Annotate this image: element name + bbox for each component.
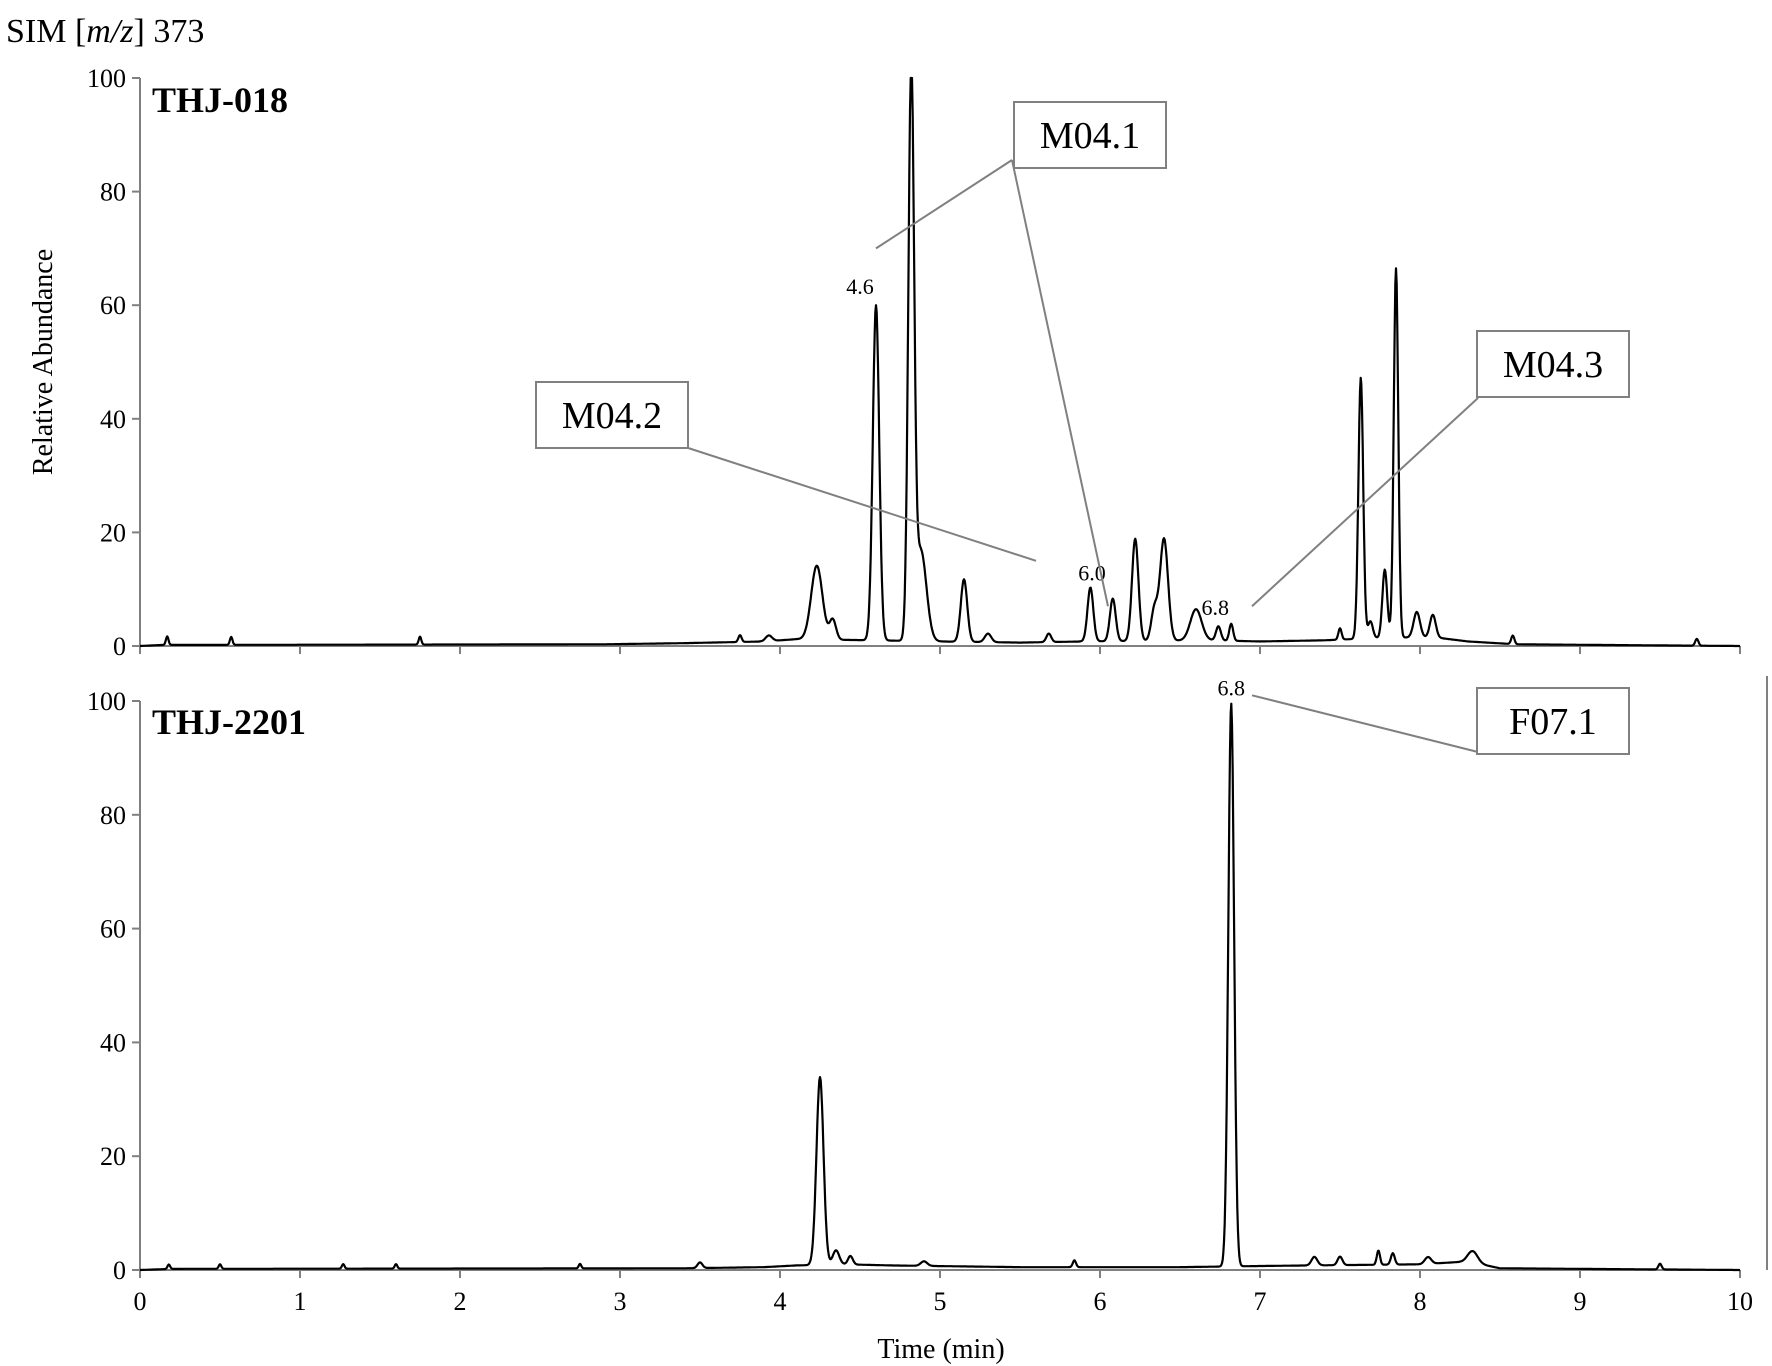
y-tick-label: 0 bbox=[113, 632, 126, 661]
y-axis-ticks-top: 0 20 40 60 80 100 bbox=[87, 64, 1741, 661]
y-axis-label: Relative Abundance bbox=[28, 249, 59, 475]
callout-leader-line bbox=[875, 159, 1013, 250]
trace-thj-2201 bbox=[139, 702, 1741, 1272]
y-tick-label: 60 bbox=[100, 291, 126, 320]
callout-label: F07.1 bbox=[1509, 701, 1597, 743]
panel-label-thj-018: THJ-018 bbox=[152, 80, 288, 120]
x-tick-label: 7 bbox=[1254, 1287, 1267, 1316]
chart-panel-thj-2201: 0 20 40 60 80 100 0 1 2 3 4 5 6 7 8 9 10 THJ-2201 Time (… bbox=[87, 675, 1753, 1365]
callout-label: M04.2 bbox=[562, 395, 662, 437]
x-axis-label: Time (min) bbox=[877, 1334, 1004, 1365]
sim-header-mz: m/z bbox=[86, 13, 133, 50]
x-tick-label: 0 bbox=[134, 1287, 147, 1316]
panel-label-thj-2201: THJ-2201 bbox=[152, 702, 306, 742]
callout-leader-line bbox=[1251, 397, 1479, 607]
sim-header-prefix: SIM [ bbox=[6, 13, 86, 50]
callout-leader-line bbox=[681, 445, 1037, 562]
y-axis-ticks-bottom: 0 20 40 60 80 100 0 1 2 3 4 5 6 7 8 9 10 bbox=[87, 687, 1753, 1316]
callouts-bottom: 6.8 F07.1 bbox=[1217, 675, 1630, 755]
x-tick-label: 8 bbox=[1414, 1287, 1427, 1316]
callout-leader-line bbox=[1251, 694, 1479, 753]
y-tick-label: 0 bbox=[113, 1256, 126, 1285]
peak-label: 6.8 bbox=[1217, 675, 1245, 700]
x-tick-label: 3 bbox=[614, 1287, 627, 1316]
y-tick-label: 80 bbox=[100, 178, 126, 207]
peak-label: 4.6 bbox=[846, 274, 874, 299]
x-tick-label: 5 bbox=[934, 1287, 947, 1316]
x-tick-label: 1 bbox=[294, 1287, 307, 1316]
callout-box bbox=[1013, 101, 1167, 169]
callout-label: M04.1 bbox=[1040, 115, 1140, 157]
callout-leader-line bbox=[1011, 159, 1109, 607]
x-tick-label: 9 bbox=[1574, 1287, 1587, 1316]
peak-label: 6.8 bbox=[1201, 595, 1229, 620]
x-tick-label: 6 bbox=[1094, 1287, 1107, 1316]
y-tick-label: 100 bbox=[87, 687, 126, 716]
x-tick-label: 10 bbox=[1727, 1287, 1753, 1316]
y-tick-label: 60 bbox=[100, 915, 126, 944]
callout-box bbox=[535, 381, 689, 449]
y-tick-label: 20 bbox=[100, 1142, 126, 1171]
sim-header-suffix: ] 373 bbox=[134, 13, 205, 50]
callout-box bbox=[1476, 687, 1630, 755]
y-tick-label: 100 bbox=[87, 64, 126, 93]
y-tick-label: 40 bbox=[100, 1028, 126, 1057]
y-tick-label: 20 bbox=[100, 518, 126, 547]
trace-thj-018 bbox=[139, 76, 1741, 648]
sim-header: SIM [m/z] 373 bbox=[6, 13, 204, 50]
x-tick-label: 4 bbox=[774, 1287, 787, 1316]
y-tick-label: 80 bbox=[100, 801, 126, 830]
y-tick-label: 40 bbox=[100, 405, 126, 434]
callout-box bbox=[1476, 330, 1630, 398]
callout-label: M04.3 bbox=[1503, 344, 1603, 386]
x-tick-label: 2 bbox=[454, 1287, 467, 1316]
